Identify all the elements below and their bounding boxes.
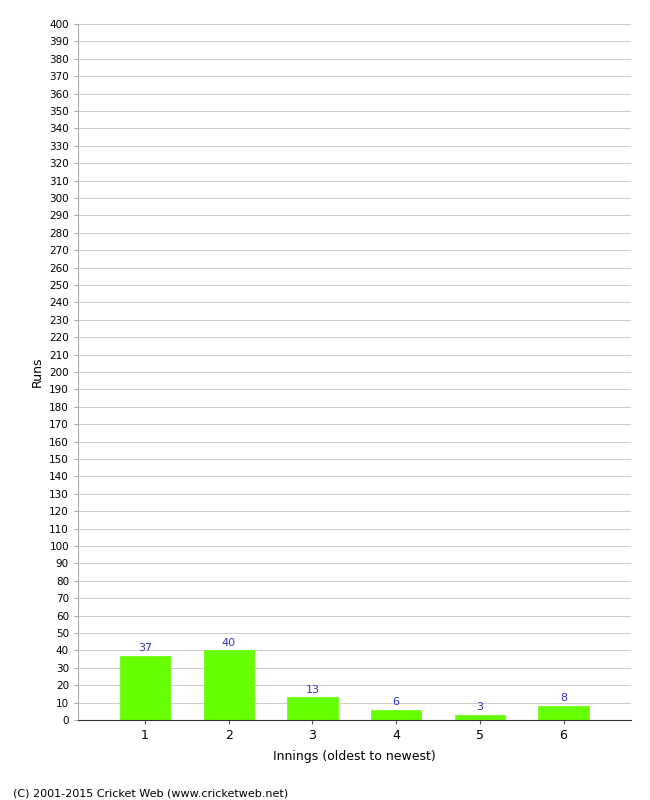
Bar: [203, 650, 254, 720]
Bar: [287, 698, 337, 720]
Text: (C) 2001-2015 Cricket Web (www.cricketweb.net): (C) 2001-2015 Cricket Web (www.cricketwe…: [13, 788, 288, 798]
X-axis label: Innings (oldest to newest): Innings (oldest to newest): [273, 750, 436, 763]
Text: 37: 37: [138, 643, 152, 653]
Bar: [538, 706, 589, 720]
Text: 6: 6: [393, 697, 400, 707]
Text: 40: 40: [222, 638, 236, 648]
Text: 13: 13: [306, 685, 319, 694]
Y-axis label: Runs: Runs: [31, 357, 44, 387]
Bar: [371, 710, 421, 720]
Text: 3: 3: [476, 702, 484, 712]
Bar: [120, 656, 170, 720]
Text: 8: 8: [560, 694, 567, 703]
Bar: [455, 714, 505, 720]
